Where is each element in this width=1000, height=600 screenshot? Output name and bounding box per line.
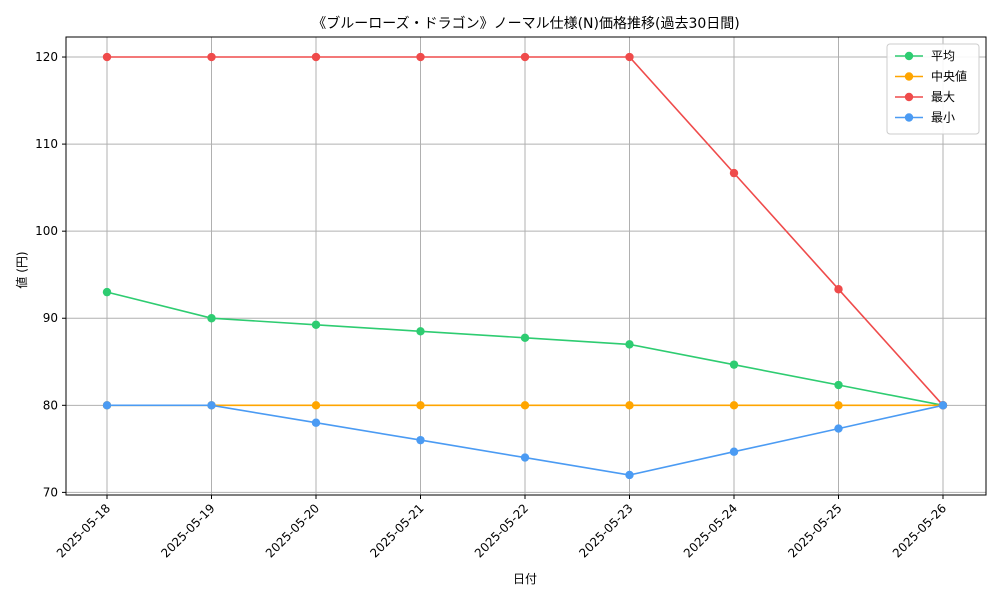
chart-title: 《ブルーローズ・ドラゴン》ノーマル仕様(N)価格推移(過去30日間) bbox=[312, 15, 739, 32]
data-point bbox=[311, 320, 321, 329]
legend-swatch-marker bbox=[904, 113, 914, 122]
y-tick-label: 90 bbox=[43, 311, 58, 325]
data-point bbox=[416, 52, 425, 62]
data-point bbox=[938, 401, 948, 410]
series-3 bbox=[102, 401, 948, 480]
series-2 bbox=[102, 52, 948, 410]
y-tick-label: 100 bbox=[35, 224, 58, 238]
data-point bbox=[416, 327, 425, 336]
legend-box bbox=[886, 43, 980, 135]
y-tick-label: 80 bbox=[43, 398, 58, 412]
legend-label: 平均 bbox=[931, 49, 955, 63]
data-point bbox=[729, 168, 739, 178]
series-layer bbox=[102, 52, 948, 480]
data-point bbox=[729, 447, 739, 456]
y-tick-label: 110 bbox=[35, 137, 58, 151]
data-point bbox=[311, 401, 321, 410]
data-point bbox=[207, 314, 216, 323]
x-axis-label: 日付 bbox=[513, 572, 537, 586]
legend-swatch-marker bbox=[904, 72, 914, 81]
data-point bbox=[102, 401, 112, 410]
data-point bbox=[520, 333, 530, 343]
data-point bbox=[416, 435, 425, 445]
legend-label: 中央値 bbox=[931, 69, 967, 84]
data-point bbox=[625, 470, 634, 480]
data-point bbox=[834, 401, 843, 410]
data-point bbox=[102, 287, 112, 297]
y-axis: 70 80 90 100 110 120 bbox=[35, 50, 66, 499]
data-point bbox=[311, 418, 321, 427]
data-point bbox=[729, 360, 739, 369]
data-point bbox=[729, 401, 739, 410]
plot-frame bbox=[65, 36, 987, 496]
legend-label: 最小 bbox=[931, 111, 955, 125]
data-point bbox=[311, 52, 321, 62]
y-tick-label: 120 bbox=[35, 50, 58, 64]
data-point bbox=[520, 401, 530, 410]
data-point bbox=[520, 52, 530, 62]
data-point bbox=[834, 424, 843, 433]
legend-swatch-marker bbox=[904, 51, 914, 61]
data-point bbox=[834, 285, 843, 294]
data-point bbox=[102, 52, 112, 62]
legend-swatch-marker bbox=[904, 92, 914, 102]
data-point bbox=[625, 340, 634, 349]
data-point bbox=[625, 52, 634, 62]
y-tick-label: 70 bbox=[43, 485, 58, 499]
data-point bbox=[207, 52, 216, 62]
legend-label: 最大 bbox=[931, 90, 955, 104]
data-point bbox=[207, 401, 216, 410]
data-point bbox=[625, 401, 634, 410]
y-axis-label: 値 (円) bbox=[14, 251, 29, 288]
data-point bbox=[416, 401, 425, 410]
data-point bbox=[520, 453, 530, 462]
data-point bbox=[834, 380, 843, 390]
